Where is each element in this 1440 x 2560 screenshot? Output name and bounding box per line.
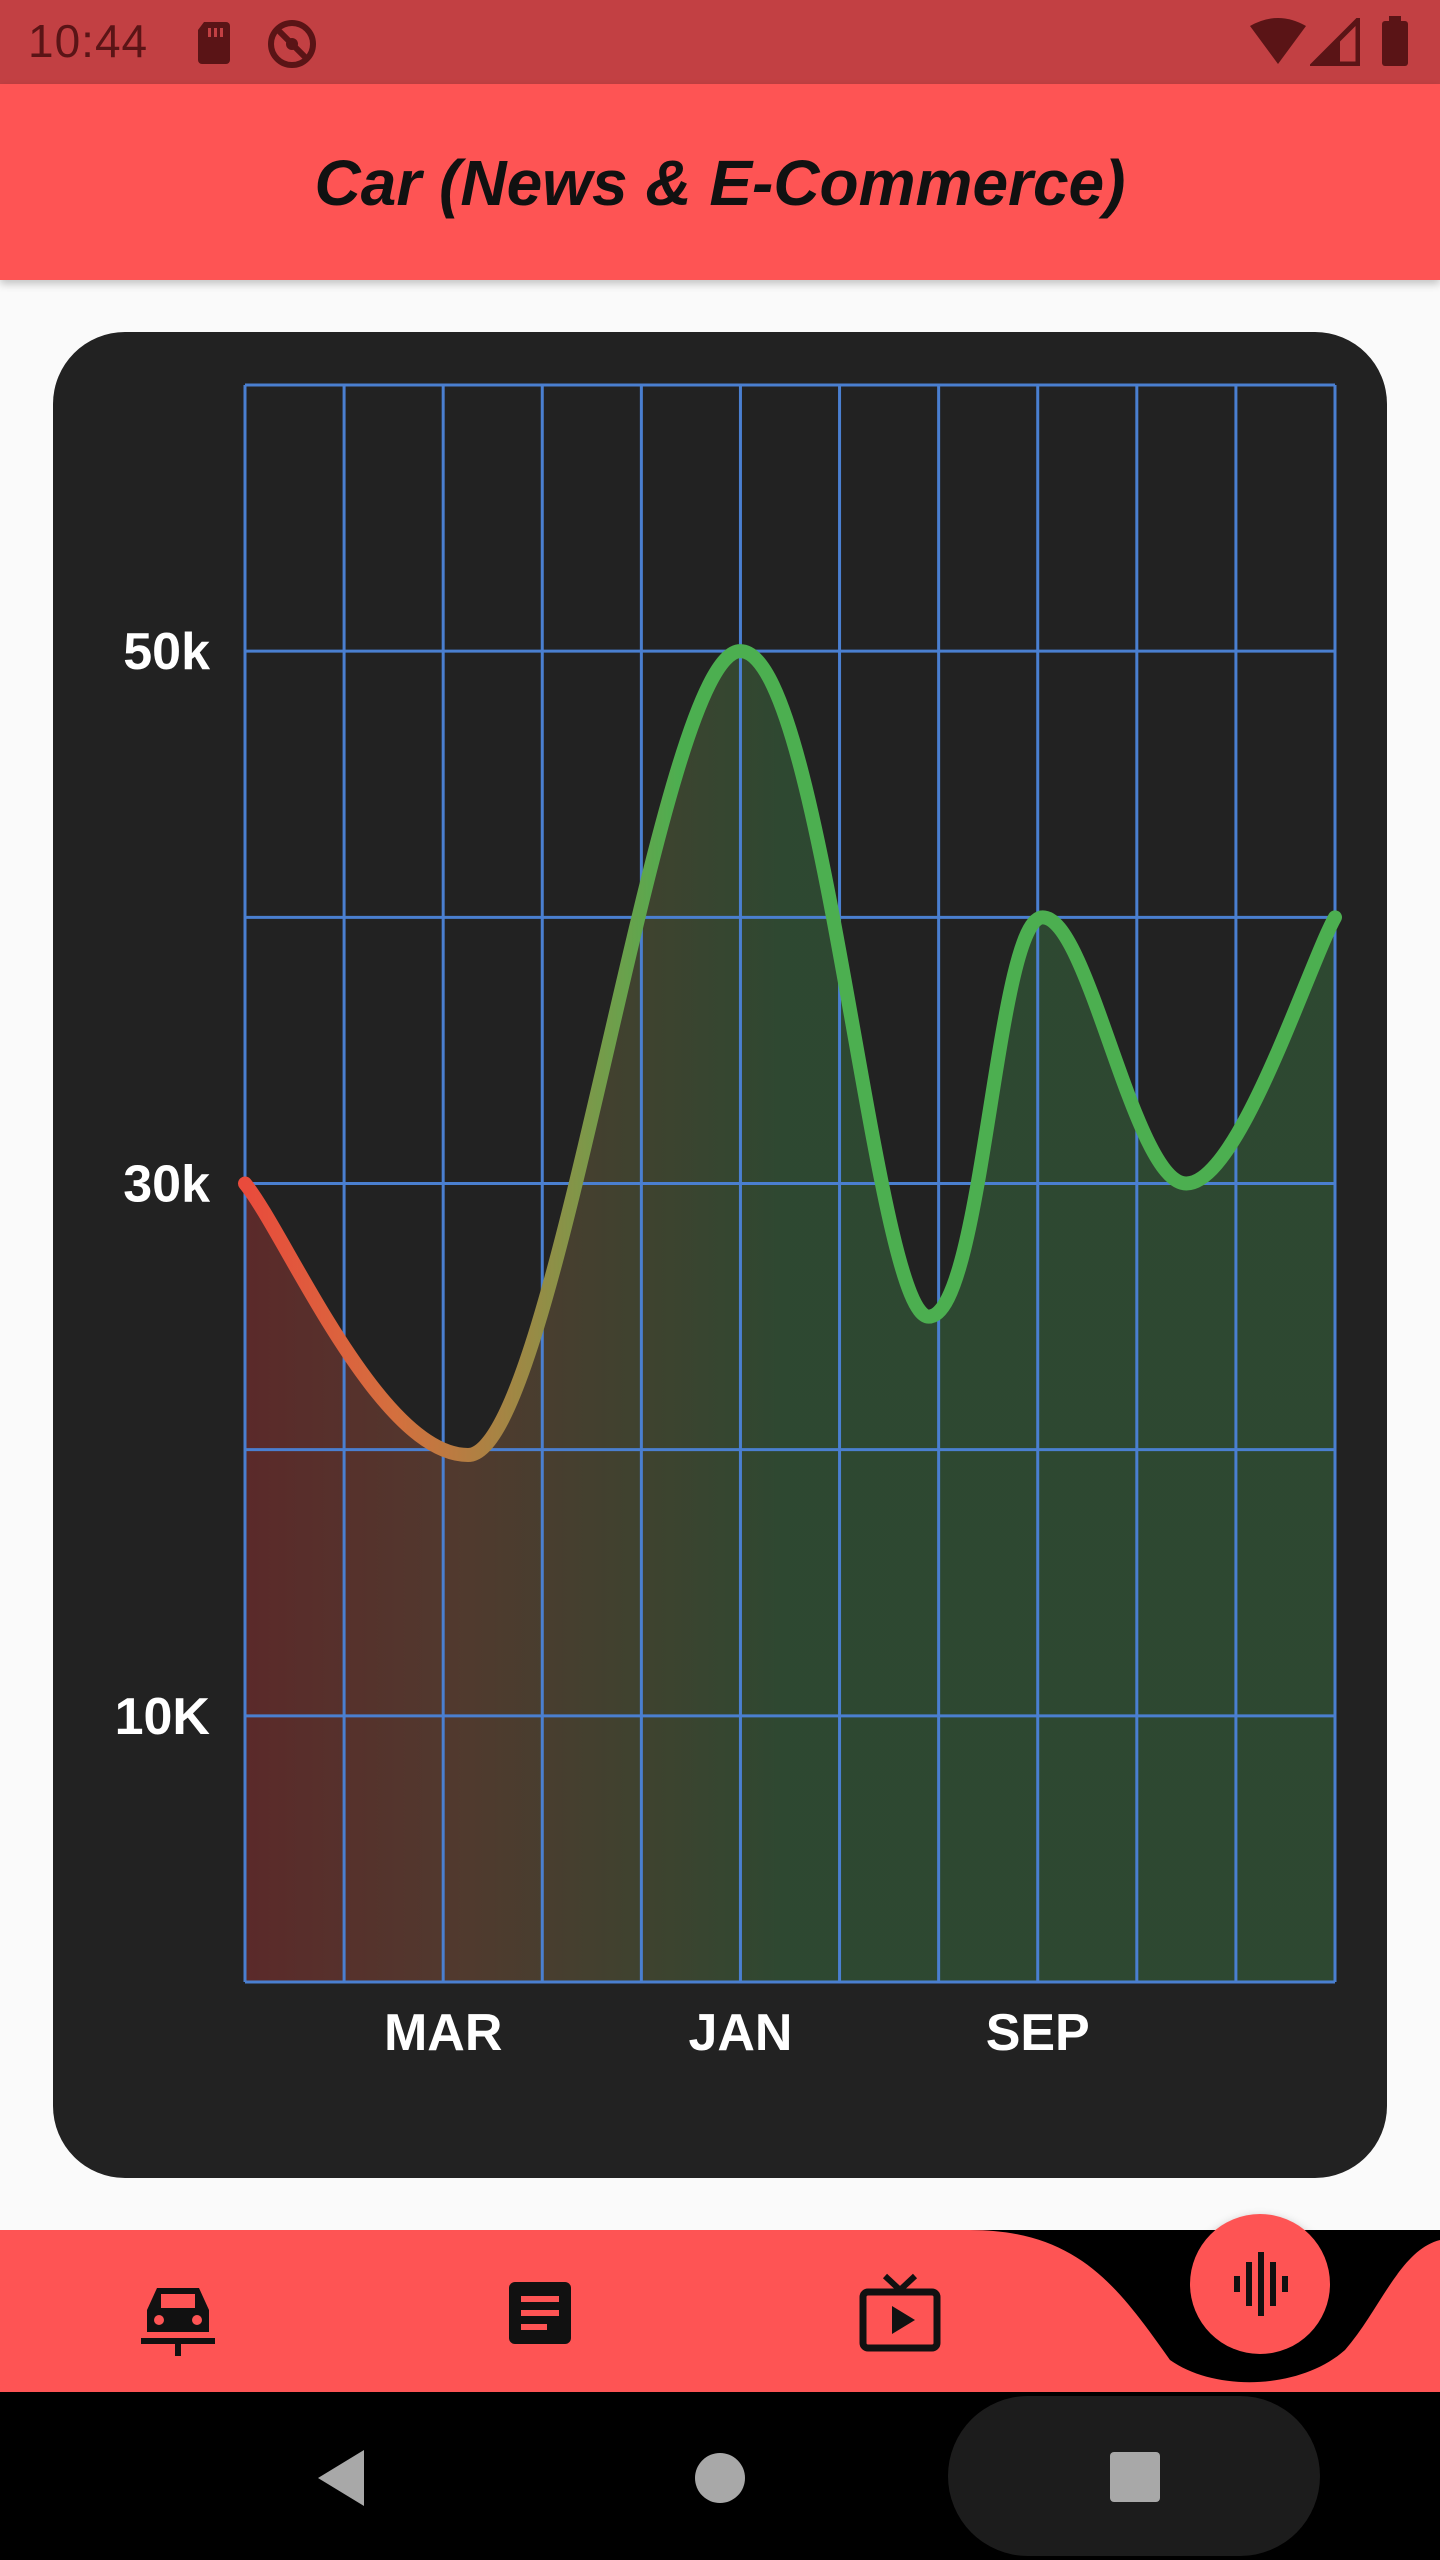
recents-button[interactable]: [948, 2396, 1320, 2556]
nav-item-video[interactable]: [855, 2270, 945, 2360]
nav-item-car[interactable]: [135, 2270, 225, 2360]
page-title: Car (News & E-Commerce): [314, 147, 1126, 219]
x-tick-label: JAN: [688, 2004, 792, 2062]
y-tick-label: 50k: [123, 623, 210, 681]
app-bar: Car (News & E-Commerce): [0, 84, 1440, 280]
sd-card-icon: [198, 22, 230, 64]
x-tick-label: MAR: [384, 2004, 502, 2062]
chart-card: 50k 30k 10K MAR JAN SEP: [53, 332, 1387, 2178]
status-time: 10:44: [28, 15, 149, 67]
system-nav-bar: [0, 2392, 1440, 2560]
back-icon[interactable]: [314, 2446, 370, 2510]
y-tick-label: 10K: [115, 1688, 211, 1746]
voice-waveform-icon: [1234, 2252, 1288, 2316]
series-area: [245, 651, 1335, 1982]
y-tick-label: 30k: [123, 1156, 210, 1214]
series-line: [238, 644, 1342, 1462]
home-icon[interactable]: [692, 2450, 748, 2506]
cellular-signal-icon: [1310, 18, 1360, 66]
article-icon: [509, 2282, 571, 2344]
do-not-disturb-icon: [268, 20, 316, 68]
line-area-chart: 50k 30k 10K MAR JAN SEP: [115, 383, 1342, 2062]
car-icon: [141, 2288, 215, 2356]
nav-item-news[interactable]: [495, 2270, 585, 2360]
live-tv-icon: [859, 2273, 941, 2352]
wifi-icon: [1250, 18, 1306, 64]
voice-fab-button[interactable]: [1190, 2214, 1330, 2354]
battery-icon: [1382, 16, 1408, 66]
x-tick-label: SEP: [986, 2004, 1090, 2062]
recents-icon: [1110, 2452, 1160, 2502]
status-bar: 10:44: [0, 0, 1440, 84]
